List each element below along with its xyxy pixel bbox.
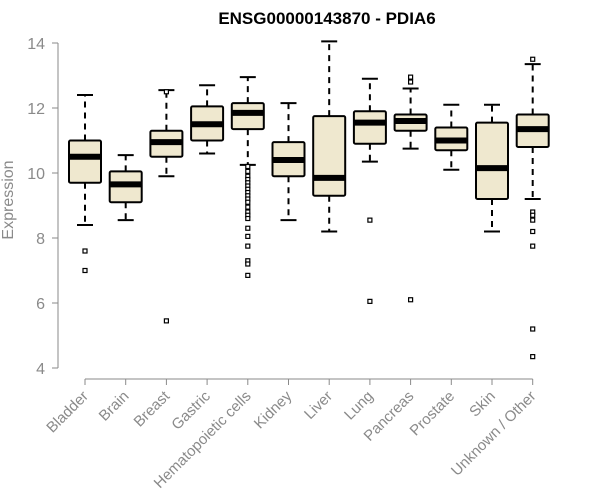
- y-axis: 4 6 8 10 12 14: [27, 36, 59, 378]
- outlier-point: [245, 225, 251, 231]
- box-bladder: [68, 94, 102, 274]
- y-axis-label: Expression: [0, 160, 17, 239]
- x-tick-label: Prostate: [407, 388, 459, 440]
- outlier-point: [82, 248, 88, 254]
- outlier-point: [245, 261, 251, 267]
- outlier-point: [245, 199, 251, 205]
- outlier-point: [530, 243, 536, 249]
- box-pancreas: [393, 74, 428, 303]
- outlier-point: [408, 74, 414, 80]
- box-iqr: [230, 102, 265, 131]
- y-tick-label: 4: [36, 361, 45, 378]
- outlier-point: [530, 217, 536, 223]
- outlier-point: [245, 163, 251, 170]
- y-tick-label: 10: [27, 166, 45, 183]
- outlier-point: [245, 272, 251, 278]
- outlier-point: [245, 233, 251, 239]
- box-liver: [312, 40, 347, 233]
- x-tick-label: Liver: [301, 388, 336, 423]
- x-tick-label: Kidney: [251, 387, 296, 432]
- y-tick-label: 12: [27, 101, 45, 118]
- outlier-point: [245, 204, 251, 210]
- y-tick-label: 14: [27, 36, 45, 53]
- outlier-point: [163, 318, 169, 324]
- box-unknown-other: [515, 56, 550, 360]
- outlier-point: [367, 217, 373, 223]
- box-kidney: [271, 102, 306, 222]
- outlier-point: [367, 298, 373, 304]
- box-brain: [108, 154, 143, 222]
- box-iqr: [312, 115, 347, 197]
- outlier-point: [408, 79, 414, 85]
- x-tick-label: Bladder: [43, 388, 92, 437]
- outlier-point: [530, 228, 536, 235]
- outlier-point: [245, 168, 251, 174]
- box-lung: [352, 77, 387, 304]
- x-tick-label: Skin: [466, 388, 499, 421]
- y-tick-label: 8: [36, 231, 45, 248]
- x-tick-label: Breast: [131, 387, 174, 430]
- outlier-point: [163, 89, 169, 95]
- box-skin: [475, 103, 509, 233]
- box-iqr: [352, 110, 387, 145]
- outlier-point: [245, 243, 251, 249]
- outlier-point: [530, 56, 536, 62]
- boxes-group: [68, 40, 550, 360]
- outlier-point: [82, 267, 88, 274]
- box-iqr: [68, 139, 102, 184]
- x-tick-label: Brain: [96, 388, 133, 425]
- box-breast: [149, 89, 184, 324]
- box-hematopoietic-cells: [230, 76, 265, 278]
- y-tick-label: 6: [36, 296, 45, 313]
- x-tick-label: Lung: [341, 388, 377, 424]
- outlier-point: [245, 215, 251, 222]
- outlier-point: [530, 354, 536, 360]
- box-iqr: [475, 121, 509, 200]
- outlier-point: [530, 212, 536, 218]
- outlier-point: [530, 326, 536, 332]
- box-gastric: [190, 84, 225, 155]
- box-prostate: [434, 103, 469, 171]
- chart-title: ENSG00000143870 - PDIA6: [218, 9, 435, 28]
- outlier-point: [408, 297, 414, 303]
